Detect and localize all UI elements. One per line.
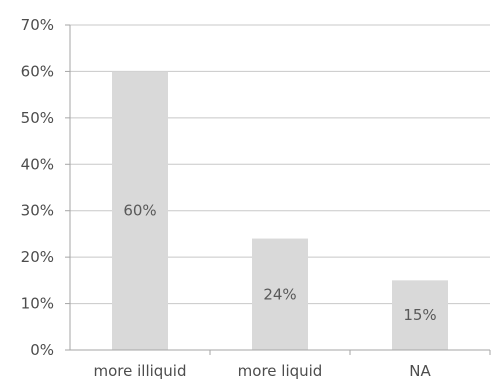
labels: 0% 10% 20% 30% 40% 50% 60% 70% 60% more illiquid 2… <box>21 16 437 380</box>
y-tick-label: 0% <box>30 341 54 359</box>
x-tick-label: NA <box>409 362 431 380</box>
bars <box>112 71 448 350</box>
data-label: 15% <box>403 306 436 324</box>
bar <box>112 71 168 350</box>
y-tick-label: 20% <box>21 248 54 266</box>
y-tick-label: 10% <box>21 295 54 313</box>
y-tick-label: 60% <box>21 62 54 80</box>
y-tick-label: 40% <box>21 155 54 173</box>
bar <box>252 238 308 350</box>
data-label: 24% <box>263 285 296 303</box>
data-label: 60% <box>123 202 156 220</box>
x-tick-label: more liquid <box>238 362 323 380</box>
x-tick-label: more illiquid <box>93 362 186 380</box>
axes <box>65 24 491 355</box>
y-tick-label: 50% <box>21 109 54 127</box>
bar <box>392 280 448 350</box>
y-tick-label: 70% <box>21 16 54 34</box>
y-tick-label: 30% <box>21 202 54 220</box>
